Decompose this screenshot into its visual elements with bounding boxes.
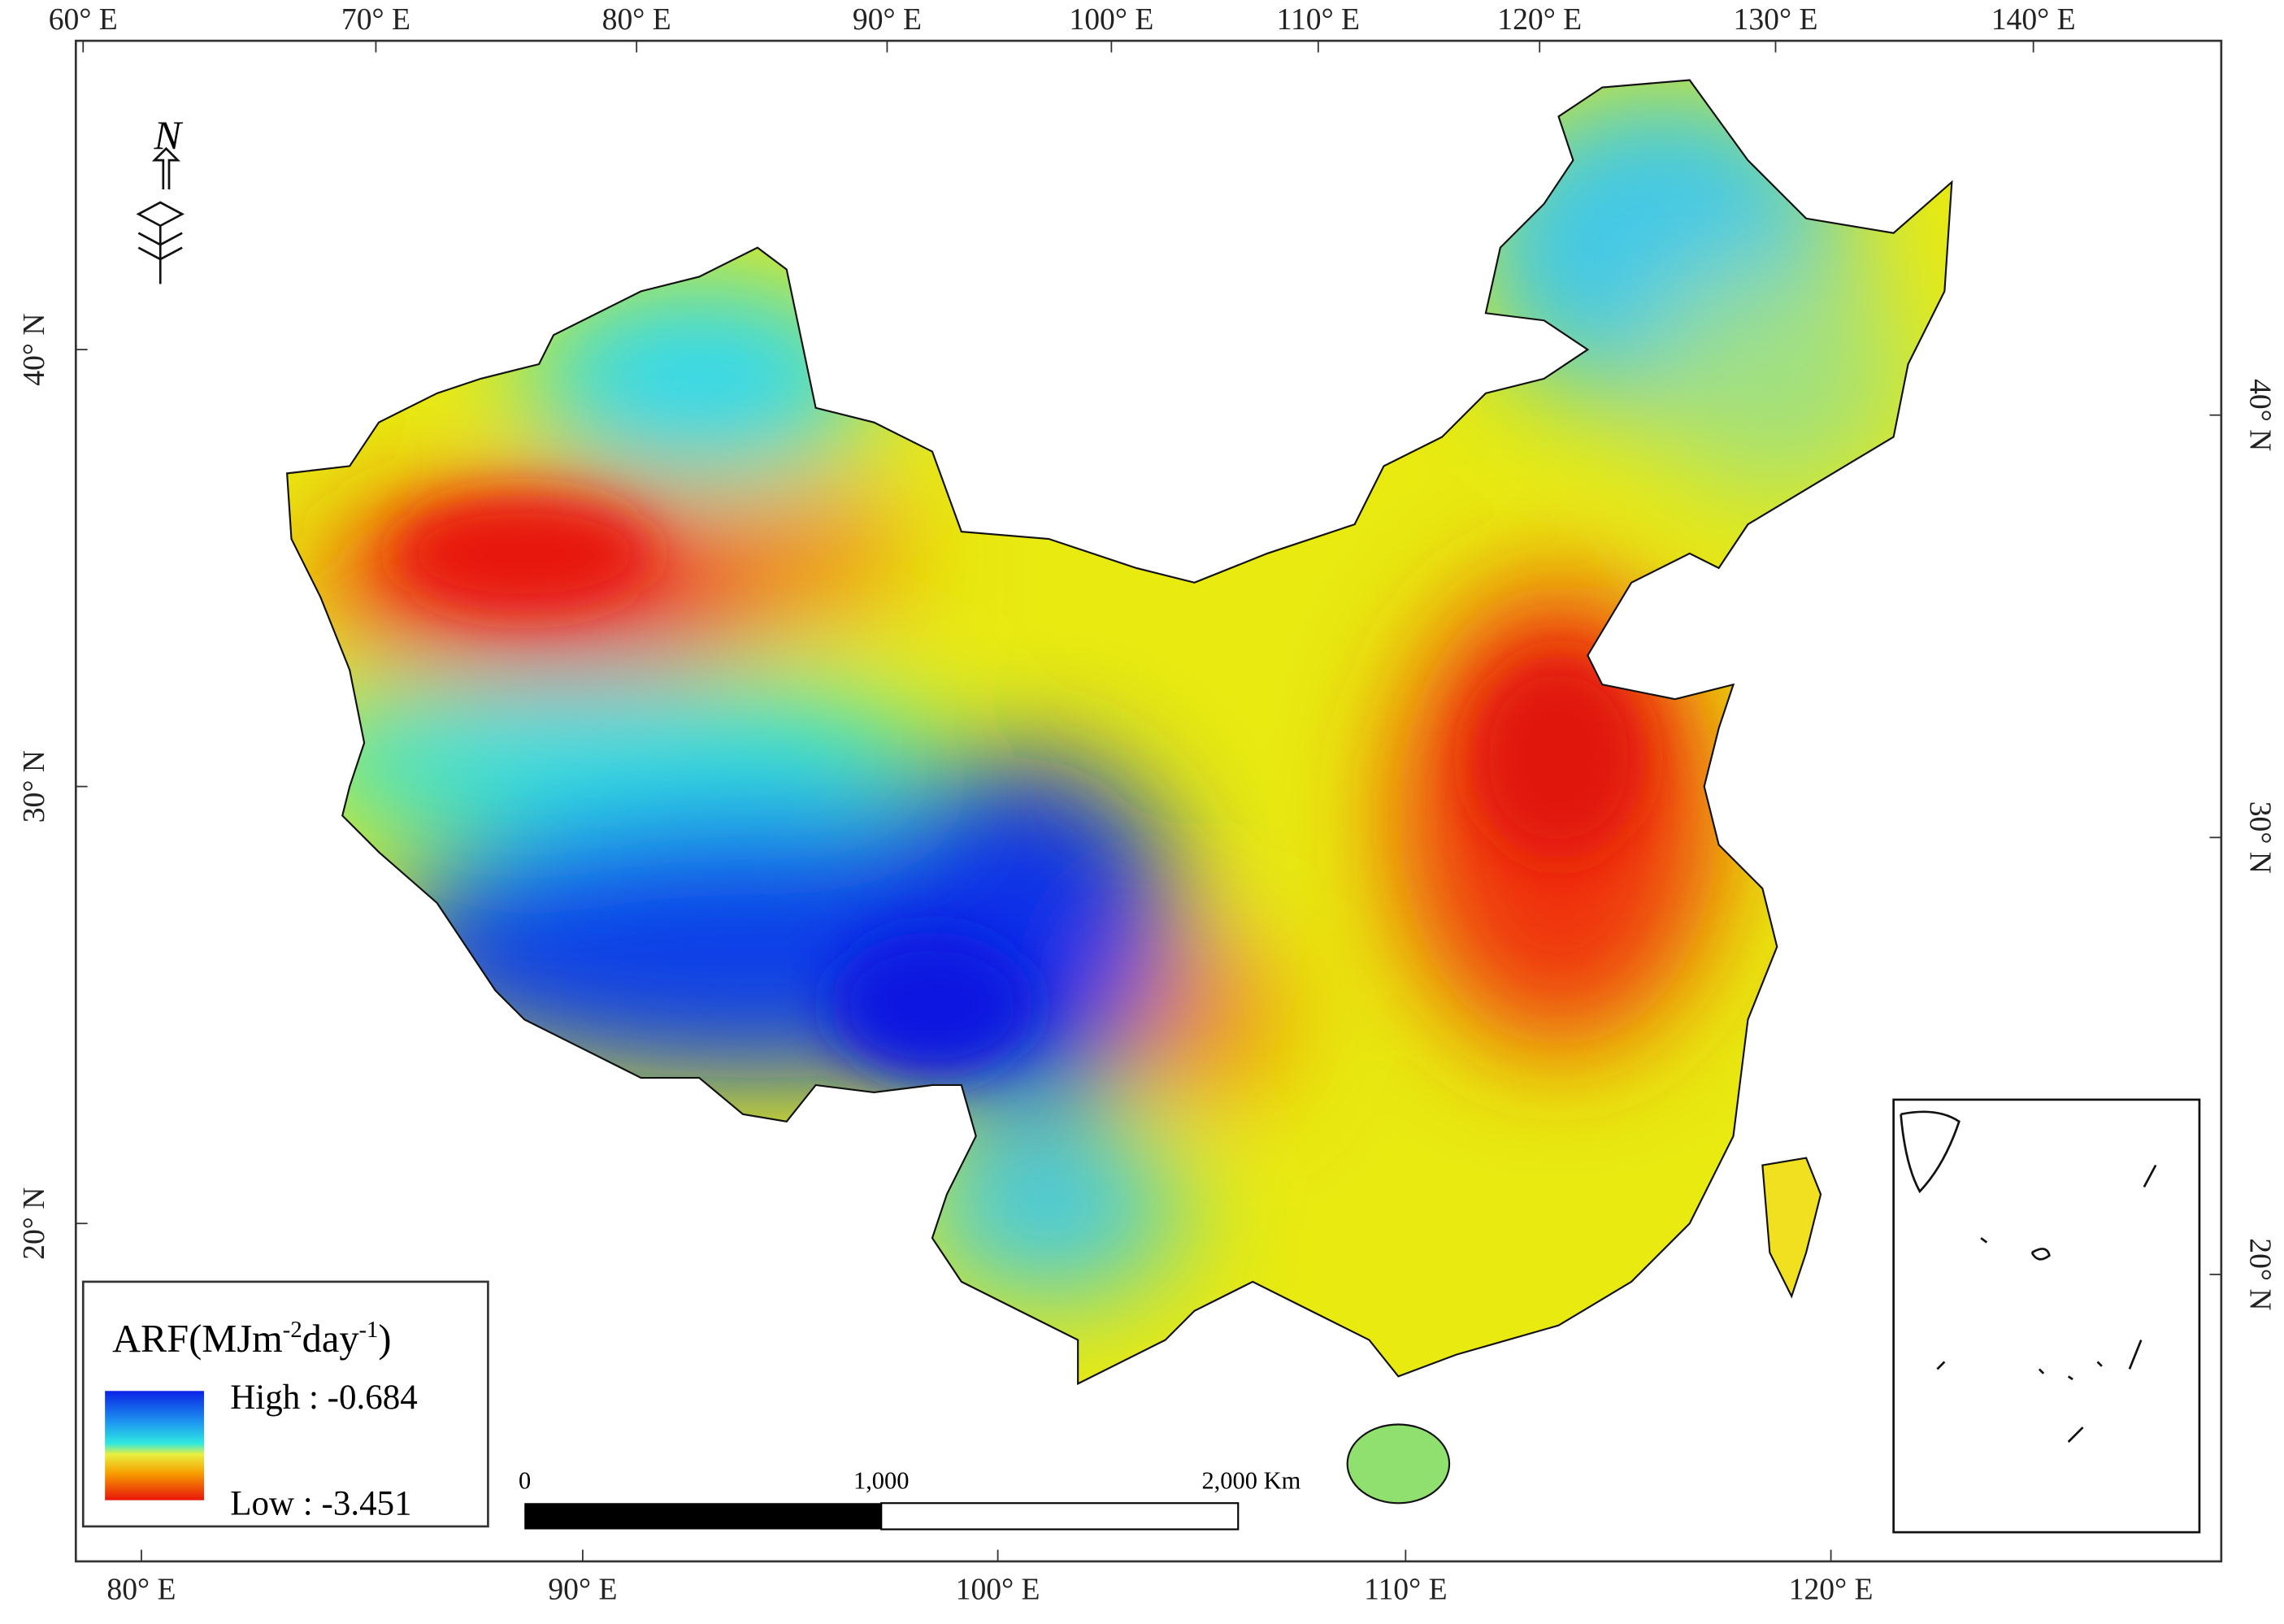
bottom-axis-label: 90° E [548,1573,617,1607]
legend-low: Low : -3.451 [230,1485,411,1523]
legend-title-part: ARF(MJm [112,1318,283,1361]
scale-bar: 0 1,000 2,000 Km [519,1466,1301,1531]
hainan [1346,1423,1451,1505]
scale-label: 2,000 Km [1201,1466,1300,1494]
north-label: N [153,112,183,158]
north-arrow: N [136,112,185,284]
legend-high: High : -0.684 [230,1379,418,1417]
top-axis-label: 60° E [49,2,118,37]
graticule-labels: 60° E 70° E 80° E 90° E 100° E 110° E 120° E 13… [17,2,2277,1607]
left-axis-label: 20° N [17,1188,51,1260]
scale-label: 1,000 [853,1466,910,1494]
top-axis-label: 80° E [602,2,671,37]
left-axis-label: 40° N [17,313,51,385]
legend-title-sup: -1 [359,1317,379,1343]
left-axis-label: 30° N [17,750,51,823]
top-axis-label: 120° E [1497,2,1582,37]
bottom-axis-label: 80° E [106,1573,176,1607]
bottom-axis-label: 110° E [1364,1573,1447,1607]
top-axis-label: 110° E [1277,2,1360,37]
right-axis-label: 30° N [2243,801,2277,874]
legend: ARF(MJm-2day-1) High : -0.684 Low : -3.4… [81,1280,489,1528]
right-axis-label: 20° N [2243,1238,2277,1310]
top-axis-label: 130° E [1734,2,1818,37]
bottom-axis-label: 120° E [1789,1573,1874,1607]
legend-title-part: day [302,1318,359,1361]
scale-label: 0 [519,1466,531,1494]
top-axis-label: 70° E [341,2,410,37]
top-axis-label: 100° E [1069,2,1153,37]
legend-title-part: ) [378,1318,391,1361]
legend-colorbar [105,1391,204,1500]
legend-title-sup: -2 [283,1317,302,1343]
right-axis-label: 40° N [2243,379,2277,451]
bottom-axis-label: 100° E [956,1573,1040,1607]
top-axis-label: 140° E [1991,2,2076,37]
legend-title: ARF(MJm-2day-1) [112,1317,391,1361]
taiwan [1761,1157,1822,1299]
inset-map [1892,1098,2201,1534]
top-axis-label: 90° E [853,2,922,37]
